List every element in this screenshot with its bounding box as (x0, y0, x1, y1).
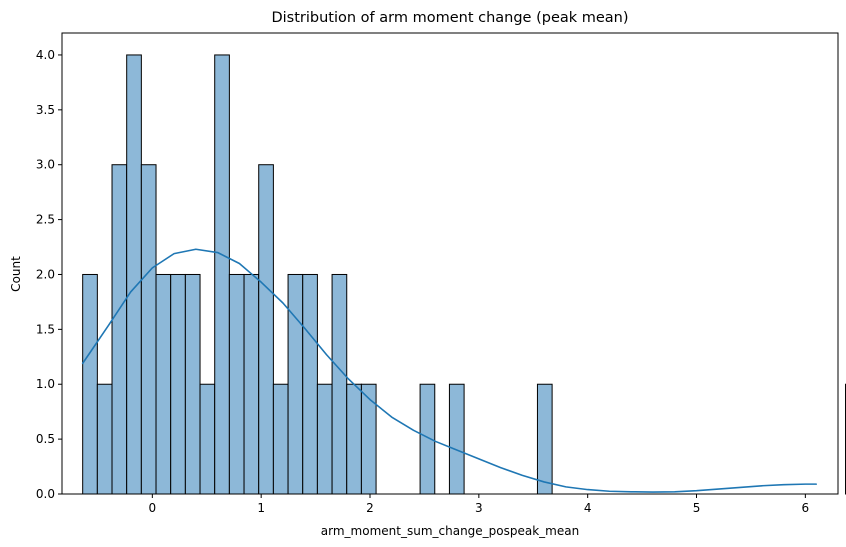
histogram-bar (126, 54, 142, 495)
chart-title: Distribution of arm moment change (peak … (271, 10, 628, 26)
histogram-bar (155, 273, 172, 495)
y-tick-label: 1.5 (36, 322, 55, 336)
y-tick-label: 4.0 (36, 48, 55, 62)
y-tick-label: 2.5 (36, 213, 55, 227)
histogram-bar (272, 383, 289, 495)
histogram-bar (331, 273, 348, 495)
x-tick-label: 6 (802, 501, 810, 515)
kde-curve (81, 248, 818, 493)
x-tick-label: 2 (366, 501, 374, 515)
histogram-bar (302, 273, 318, 495)
x-tick-label: 3 (475, 501, 483, 515)
x-tick-label: 5 (693, 501, 701, 515)
x-tick-label: 1 (257, 501, 265, 515)
y-tick-label: 0.0 (36, 487, 55, 501)
y-tick-label: 0.5 (36, 432, 55, 446)
y-axis-label: Count (9, 256, 23, 292)
histogram-bar (140, 164, 157, 495)
x-tick-label: 0 (149, 501, 157, 515)
histogram-bar (258, 164, 274, 495)
histogram-bar (536, 383, 553, 495)
x-axis-label: arm_moment_sum_change_pospeak_mean (321, 524, 579, 538)
histogram-bar (287, 273, 304, 495)
histogram-bar (199, 383, 216, 495)
y-tick-label: 3.0 (36, 158, 55, 172)
plot-frame (61, 32, 839, 495)
histogram-bar (82, 273, 98, 495)
histogram-bar (243, 273, 260, 495)
y-tick-label: 3.5 (36, 103, 55, 117)
histogram-bar (448, 383, 465, 495)
histogram-bar (111, 164, 128, 495)
histogram-bar (228, 273, 245, 495)
y-tick-label: 2.0 (36, 267, 55, 281)
histogram-bar (184, 273, 201, 495)
y-tick-label: 1.0 (36, 377, 55, 391)
histogram-bar (214, 54, 230, 495)
histogram-bar (96, 383, 113, 495)
axes-layer: 0 1 2 3 4 5 6 0.0 0.5 1.0 1.5 2.0 2.5 3.0 3.5 4.0 (36, 32, 839, 515)
x-tick-label: 4 (584, 501, 592, 515)
kde-layer (81, 248, 818, 493)
histogram-bar (360, 383, 377, 495)
bars-layer (82, 54, 846, 495)
histogram-bar (346, 383, 362, 495)
histogram-bar (316, 383, 333, 495)
histogram-bar (170, 273, 186, 495)
